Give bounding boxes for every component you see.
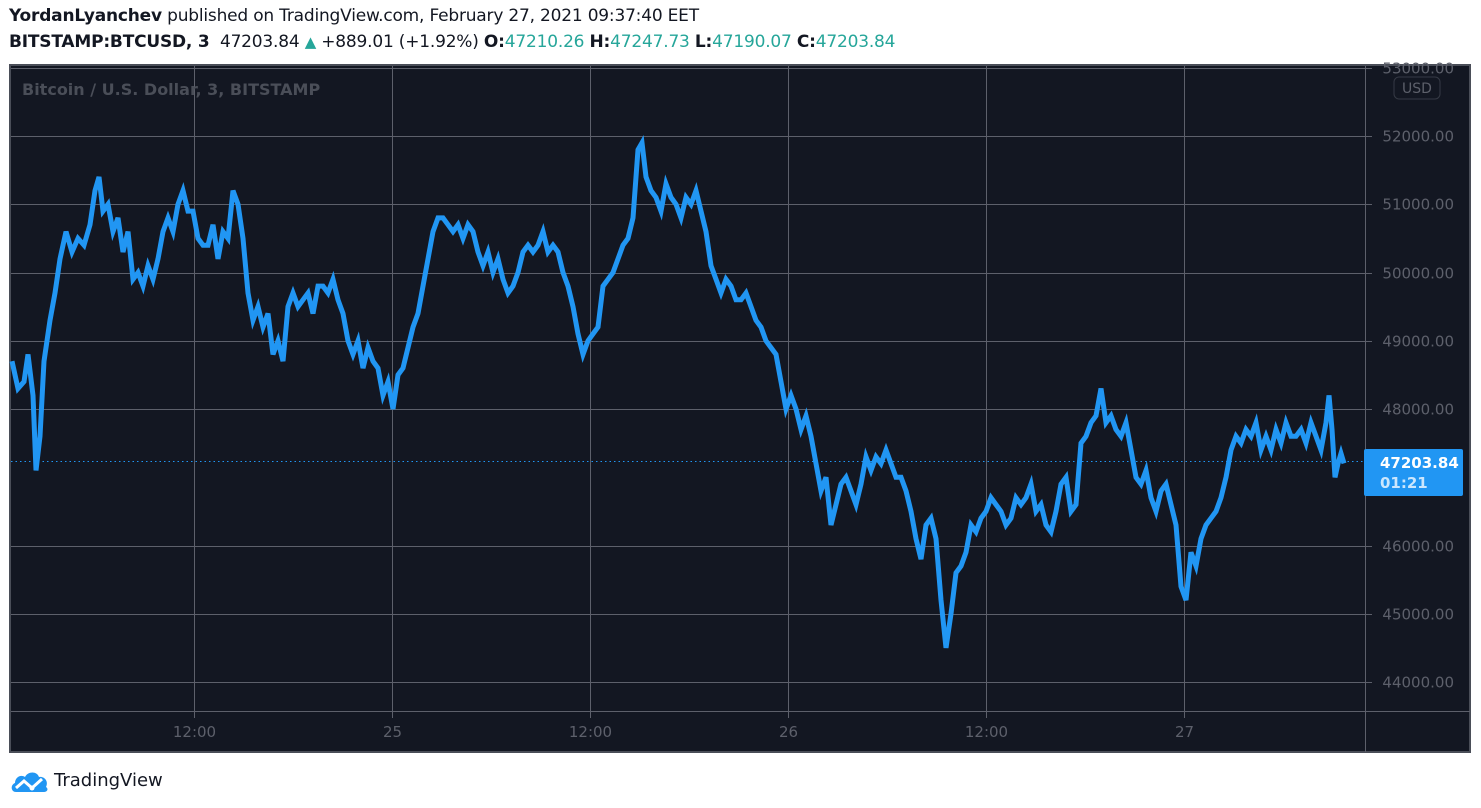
chart-legend-title: Bitcoin / U.S. Dollar, 3, BITSTAMP [22,80,321,99]
currency-badge-label: USD [1402,81,1432,97]
close-label: C: [796,32,816,52]
low-value: 47190.07 [712,32,792,52]
price-axis[interactable]: 53000.00 52000.00 51000.00 50000.00 49000.00… [1382,60,1454,692]
price-axis-label: 49000.00 [1382,333,1454,351]
close-value: 47203.84 [815,32,896,52]
price-axis-label: 48000.00 [1382,401,1454,419]
time-axis-label: 12:00 [569,723,612,741]
price-change: +889.01 (+1.92%) [321,32,479,52]
last-price: 47203.84 [219,32,300,52]
time-axis-label: 26 [779,723,798,741]
countdown-timer: 01:21 [1380,474,1428,492]
open-value: 47210.26 [504,32,585,52]
symbol-name: BITSTAMP:BTCUSD, 3 [9,32,210,52]
price-axis-label: 46000.00 [1382,538,1454,556]
author-name[interactable]: YordanLyanchev [9,6,162,26]
chart-grid [11,66,1470,752]
price-axis-label: 50000.00 [1382,265,1454,283]
price-axis-label: 45000.00 [1382,606,1454,624]
low-label: L: [694,32,713,52]
tradingview-logo[interactable]: TradingView [10,766,163,794]
price-axis-label: 52000.00 [1382,128,1454,146]
published-text: published on TradingView.com, February 2… [167,6,699,26]
currency-badge[interactable] [1393,76,1441,100]
tradingview-cloud-icon [11,772,48,792]
current-price-label [1364,449,1463,496]
publish-info: YordanLyanchev published on TradingView.… [9,6,699,26]
time-axis-label: 27 [1175,723,1194,741]
open-label: O: [483,32,505,52]
time-axis[interactable]: 12:00 25 12:00 26 12:00 27 [173,723,1194,741]
price-line-series [9,135,1347,649]
price-axis-label: 44000.00 [1382,674,1454,692]
high-label: H: [589,32,611,52]
price-axis-label: 51000.00 [1382,196,1454,214]
chart-pane[interactable] [9,64,1471,753]
current-price-value: 47203.84 [1380,454,1459,472]
up-arrow-icon: ▲ [304,33,317,51]
time-axis-label: 25 [383,723,402,741]
time-axis-label: 12:00 [965,723,1008,741]
high-value: 47247.73 [610,32,690,52]
time-axis-label: 12:00 [173,723,216,741]
symbol-info: BITSTAMP:BTCUSD, 3 47203.84 ▲ +889.01 (+… [9,32,895,52]
price-axis-label: 53000.00 [1382,60,1454,78]
brand-name: TradingView [54,769,163,791]
